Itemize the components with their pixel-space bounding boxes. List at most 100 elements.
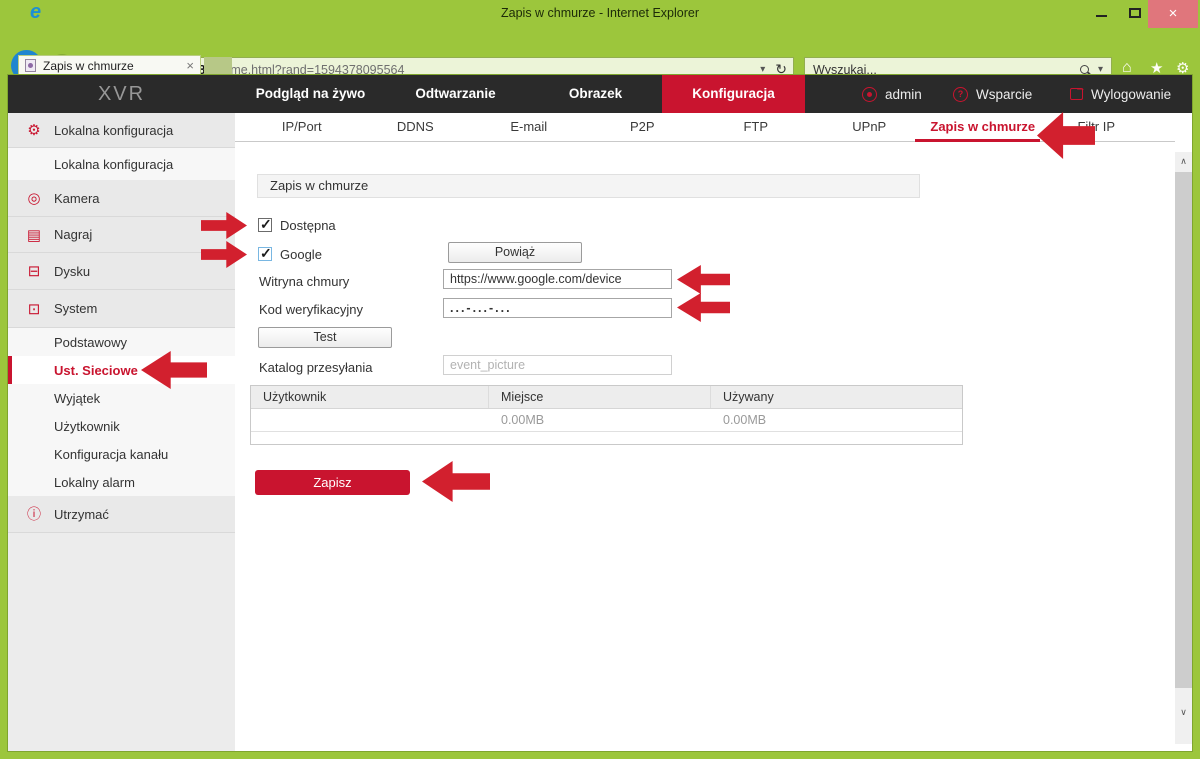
user-label: admin — [885, 86, 922, 102]
cell-used: 0.00MB — [723, 413, 767, 427]
browser-tab-row: Zapis w chmurze × — [0, 55, 1200, 75]
sidebar-item-label: Ust. Sieciowe — [54, 362, 138, 378]
sidebar-item-lokalna-konfiguracja[interactable]: Lokalna konfiguracja — [8, 148, 235, 180]
subnav-tab-ftp[interactable]: FTP — [743, 119, 769, 134]
cloud-site-input[interactable] — [443, 269, 672, 289]
sidebar-item-label: Lokalna konfiguracja — [54, 156, 174, 172]
bind-button[interactable]: Powiąż — [448, 242, 582, 263]
table-filler — [251, 432, 962, 444]
favorites-star-icon[interactable]: ★ — [1150, 60, 1164, 77]
annotation-arrow-save — [422, 461, 490, 502]
app-logo: XVR — [97, 83, 146, 105]
window-title: Zapis w chmurze - Internet Explorer — [501, 6, 699, 20]
sidebar-item-label: Lokalna konfiguracja — [54, 122, 174, 138]
annotation-arrow-google — [201, 241, 247, 268]
sidebar-item-dysku[interactable]: ⊟ Dysku — [8, 253, 235, 290]
scroll-up-icon[interactable]: ∧ — [1180, 156, 1187, 166]
sidebar-item-label: System — [54, 301, 98, 316]
subnav-tab-p2p[interactable]: P2P — [629, 119, 655, 134]
sidebar-item-uzytkownik[interactable]: Użytkownik — [8, 412, 235, 440]
settings-gear-icon[interactable]: ⚙ — [1176, 60, 1190, 77]
config-subnav: IP/Port DDNS E-mail P2P FTP UPnP Zapis w… — [235, 113, 1175, 142]
sidebar-item-label: Konfiguracja kanału — [54, 446, 169, 462]
vertical-scrollbar[interactable]: ∧ ∨ — [1175, 152, 1192, 744]
subnav-tab-upnp[interactable]: UPnP — [852, 119, 887, 134]
topnav-support[interactable]: ? Wsparcie — [953, 75, 1032, 113]
logout-label: Wylogowanie — [1091, 86, 1172, 102]
user-icon — [862, 86, 877, 102]
checkmark-icon: ✓ — [260, 245, 272, 261]
sidebar-item-label: Dysku — [54, 263, 91, 279]
annotation-arrow-available — [201, 212, 247, 239]
window-titlebar[interactable]: e Zapis w chmurze - Internet Explorer × — [0, 0, 1200, 28]
topnav-item-podglad[interactable]: Podgląd na żywo — [255, 86, 366, 101]
annotation-arrow-ust-sieciowe — [141, 351, 207, 389]
verify-code-input[interactable] — [443, 298, 672, 318]
topnav-item-odtwarzanie[interactable]: Odtwarzanie — [415, 86, 496, 101]
section-title: Zapis w chmurze — [257, 174, 920, 198]
usage-table: Użytkownik Miejsce Używany 0.00MB 0.00MB — [250, 385, 963, 445]
disk-icon: ⊟ — [27, 263, 41, 280]
save-button[interactable]: Zapisz — [255, 470, 410, 495]
camera-icon: ◎ — [27, 190, 41, 207]
refresh-icon[interactable]: ↻ — [775, 61, 787, 77]
search-dropdown-icon[interactable]: ▾ — [1097, 64, 1103, 75]
search-icon[interactable] — [1079, 65, 1089, 74]
logout-icon: → — [1070, 82, 1086, 100]
annotation-arrow-cloud-site — [677, 265, 730, 294]
available-checkbox[interactable]: ✓ — [258, 216, 272, 232]
sidebar-item-lokalna-konfiguracja-group[interactable]: ⚙ Lokalna konfiguracja — [8, 113, 235, 148]
scroll-down-icon[interactable]: ∨ — [1180, 707, 1187, 717]
cell-space: 0.00MB — [501, 413, 545, 427]
home-icon[interactable]: ⌂ — [1122, 59, 1132, 76]
new-tab-button[interactable] — [204, 57, 232, 75]
sidebar-item-label: Podstawowy — [54, 334, 127, 350]
table-row: 0.00MB 0.00MB — [251, 409, 962, 432]
gear-icon: ⚙ — [27, 122, 41, 139]
sidebar-item-system[interactable]: ⊡ System — [8, 290, 235, 328]
test-button[interactable]: Test — [258, 327, 392, 348]
topnav-item-konfiguracja[interactable]: Konfiguracja — [662, 75, 805, 113]
subnav-tab-ip-port[interactable]: IP/Port — [281, 119, 322, 134]
subnav-tab-email[interactable]: E-mail — [510, 119, 548, 134]
subnav-tab-zapis-w-chmurze[interactable]: Zapis w chmurze — [930, 119, 1036, 134]
sidebar-item-label: Nagraj — [54, 227, 93, 242]
support-label: Wsparcie — [976, 86, 1033, 102]
minimize-button[interactable] — [1090, 0, 1114, 28]
upload-dir-input — [443, 355, 672, 375]
maximize-button[interactable] — [1122, 0, 1148, 28]
sidebar-item-konfiguracja-kanalu[interactable]: Konfiguracja kanału — [8, 440, 235, 468]
topnav-logout[interactable]: → Wylogowanie — [1070, 75, 1171, 113]
page-viewport: XVR Podgląd na żywo Odtwarzanie Obrazek … — [8, 75, 1192, 751]
sidebar-item-wyjatek[interactable]: Wyjątek — [8, 384, 235, 412]
col-used: Używany — [723, 390, 774, 404]
info-icon: ⓘ — [27, 506, 41, 522]
sidebar-item-lokalny-alarm[interactable]: Lokalny alarm — [8, 468, 235, 496]
topnav-item-obrazek[interactable]: Obrazek — [568, 86, 623, 101]
sidebar-item-kamera[interactable]: ◎ Kamera — [8, 180, 235, 217]
available-label: Dostępna — [280, 218, 336, 233]
main-content: Zapis w chmurze ✓ Dostępna ✓ Google Powi… — [235, 142, 1175, 751]
tab-close-icon[interactable]: × — [186, 58, 194, 73]
record-icon: ▤ — [26, 226, 42, 244]
url-dropdown-icon[interactable]: ▾ — [760, 64, 766, 75]
scrollbar-thumb[interactable] — [1175, 172, 1192, 688]
google-checkbox[interactable]: ✓ — [258, 245, 272, 261]
sidebar-item-label: Użytkownik — [54, 418, 120, 434]
minimize-icon — [1096, 15, 1107, 17]
sidebar-item-podstawowy[interactable]: Podstawowy — [8, 328, 235, 356]
topnav-user[interactable]: admin — [862, 75, 922, 113]
tab-title: Zapis w chmurze — [43, 58, 134, 73]
sidebar-item-label: Wyjątek — [54, 390, 101, 406]
upload-dir-label: Katalog przesyłania — [259, 360, 373, 375]
close-button[interactable]: × — [1148, 0, 1198, 28]
browser-tab[interactable]: Zapis w chmurze × — [18, 55, 201, 75]
subnav-tab-ddns[interactable]: DDNS — [396, 119, 434, 134]
sidebar-item-utrzymac[interactable]: ⓘ Utrzymać — [8, 496, 235, 533]
sidebar-item-nagraj[interactable]: ▤ Nagraj — [8, 217, 235, 253]
monitor-icon: ⊡ — [27, 300, 41, 318]
col-user: Użytkownik — [251, 386, 489, 408]
sidebar-item-label: Utrzymać — [54, 506, 109, 522]
google-label: Google — [280, 247, 322, 262]
